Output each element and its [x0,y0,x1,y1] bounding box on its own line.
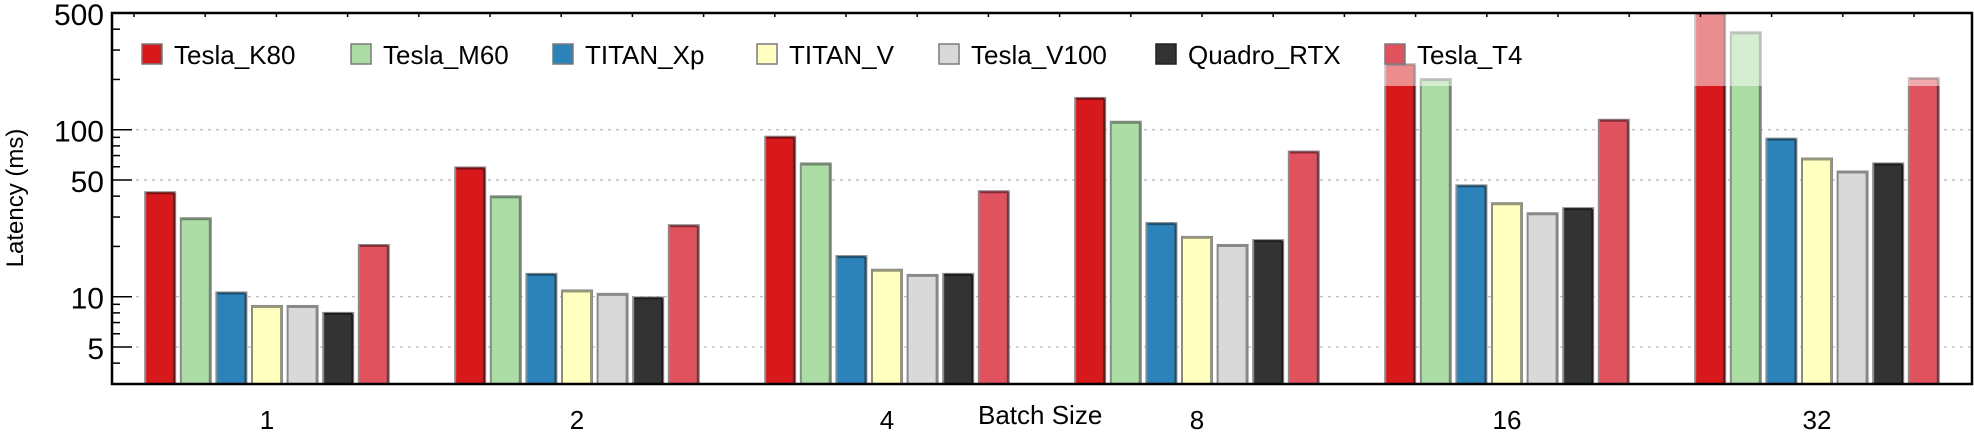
bar-group-4 [764,135,1010,386]
bar-tesla_v100-8 [1216,243,1249,385]
bar-quadro_rtx-32 [1872,162,1905,385]
bar-tesla_m60-1 [179,217,212,385]
bar-quadro_rtx-1 [322,311,355,385]
bars [144,12,1940,386]
legend-swatch [1384,43,1406,65]
bar-quadro_rtx-8 [1252,239,1285,385]
bar-titan_v-1 [251,304,283,386]
bar-titan_xp-1 [215,291,248,386]
bar-tesla_m60-16 [1419,78,1452,385]
bar-titan_xp-4 [835,255,868,386]
bar-titan_xp-16 [1455,184,1488,385]
bar-tesla_v100-32 [1836,170,1869,385]
bar-group-8 [1074,96,1320,386]
legend-swatch [1155,43,1177,65]
legend: Tesla_K80 Tesla_M60 TITAN_Xp TITAN_V Tesla_V… [113,14,1971,86]
bar-tesla_k80-16 [1384,63,1417,386]
bar-group-16 [1384,63,1630,386]
y-tick-labels: 5 10 50 100 500 [54,0,104,366]
bar-tesla_v100-2 [596,292,629,385]
y-tick-label: 5 [87,333,104,366]
legend-swatch [938,43,960,65]
bar-titan_xp-32 [1765,137,1798,385]
legend-item-tesla_v100: Tesla_V100 [938,40,1107,70]
bar-tesla_m60-4 [799,162,832,385]
legend-label: Tesla_T4 [1417,40,1523,70]
x-axis-title: Batch Size [978,400,1102,430]
bar-quadro_rtx-4 [942,272,975,386]
bar-titan_v-16 [1491,202,1523,385]
legend-label: Tesla_V100 [971,40,1107,70]
bar-tesla_k80-1 [144,191,177,385]
grid-lines [112,129,1972,348]
bar-tesla_t4-16 [1597,118,1630,385]
x-tick-label: 8 [1190,405,1204,434]
bar-tesla_m60-2 [489,195,522,385]
legend-label: TITAN_Xp [585,40,704,70]
x-tick-label: 32 [1803,405,1832,434]
legend-item-quadro_rtx: Quadro_RTX [1155,40,1341,70]
y-tick-label: 500 [54,0,104,32]
bar-titan_xp-8 [1145,222,1178,385]
bar-tesla_t4-4 [977,190,1010,385]
bar-tesla_m60-32 [1729,31,1762,385]
legend-label: Quadro_RTX [1188,40,1341,70]
bar-group-1 [144,191,390,386]
legend-swatch [141,43,163,65]
bar-titan_v-2 [561,289,593,385]
legend-background [113,14,1971,86]
bar-tesla_k80-4 [764,135,797,385]
bar-titan_v-32 [1801,157,1833,385]
bar-titan_v-8 [1181,235,1213,385]
bar-tesla_k80-2 [454,166,487,385]
bar-tesla_t4-32 [1907,77,1940,386]
bar-tesla_k80-8 [1074,96,1107,386]
bar-tesla_v100-1 [286,304,319,386]
legend-item-tesla_k80: Tesla_K80 [141,40,295,70]
x-tick-label: 16 [1493,405,1522,434]
x-tick-labels: 1 2 4 8 16 32 [260,405,1832,434]
y-tick-label: 50 [71,166,104,199]
legend-label: Tesla_K80 [174,40,295,70]
bar-titan_xp-2 [525,272,558,386]
plot-frame [110,11,1974,386]
bar-tesla_t4-8 [1287,150,1320,385]
legend-label: Tesla_M60 [383,40,509,70]
legend-label: TITAN_V [789,40,895,70]
y-axis-title: Latency (ms) [2,129,29,268]
axes [110,11,1974,386]
bar-quadro_rtx-2 [632,296,665,386]
bar-group-32 [1694,12,1940,386]
x-tick-label: 1 [260,405,274,434]
legend-item-tesla_t4: Tesla_T4 [1384,40,1523,70]
bar-tesla_m60-8 [1109,120,1142,385]
bar-tesla_v100-4 [906,273,939,385]
y-tick-label: 100 [54,116,104,149]
bar-tesla_t4-2 [667,224,700,385]
bar-titan_v-4 [871,268,903,385]
legend-swatch [552,43,574,65]
legend-swatch [756,43,778,65]
legend-item-tesla_m60: Tesla_M60 [350,40,509,70]
y-tick-label: 10 [71,283,104,316]
bar-tesla_v100-16 [1526,212,1559,385]
legend-swatch [350,43,372,65]
x-tick-label: 4 [880,405,894,434]
legend-item-titan_v: TITAN_V [756,40,895,70]
bar-group-2 [454,166,700,386]
bar-quadro_rtx-16 [1562,207,1595,385]
bar-tesla_t4-1 [357,243,390,385]
legend-item-titan_xp: TITAN_Xp [552,40,704,70]
x-tick-label: 2 [570,405,584,434]
